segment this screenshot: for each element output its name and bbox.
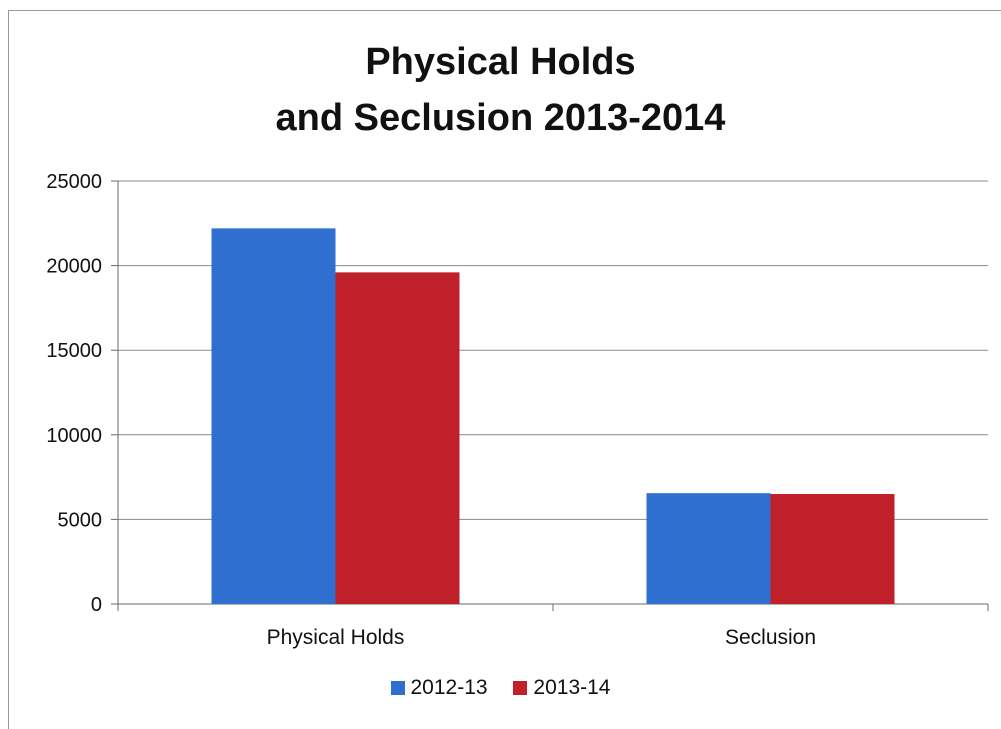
y-tick-label: 0 xyxy=(91,594,102,616)
legend-swatch-series-1 xyxy=(390,681,405,696)
legend-item-series-1: 2012-13 xyxy=(390,676,488,700)
x-tick-label: Physical Holds xyxy=(267,626,405,649)
y-tick-label: 5000 xyxy=(58,509,103,531)
bar xyxy=(770,494,895,604)
legend-swatch-series-2 xyxy=(513,681,528,696)
legend: 2012-13 2013-14 xyxy=(0,676,1001,700)
chart-title-line-2: and Seclusion 2013-2014 xyxy=(275,97,726,139)
bar xyxy=(211,228,336,604)
bar xyxy=(646,493,771,604)
y-tick-label: 20000 xyxy=(46,256,102,278)
frame-border-left xyxy=(8,10,9,729)
bar xyxy=(335,272,460,604)
x-tick-label: Seclusion xyxy=(725,626,816,649)
chart-title: Physical Holds and Seclusion 2013-2014 xyxy=(0,34,1001,146)
legend-label-series-2: 2013-14 xyxy=(533,676,611,700)
legend-label-series-1: 2012-13 xyxy=(410,676,488,700)
chart-title-line-1: Physical Holds xyxy=(365,41,636,83)
y-tick-label: 10000 xyxy=(46,425,102,447)
legend-item-series-2: 2013-14 xyxy=(513,676,611,700)
y-tick-label: 15000 xyxy=(46,340,102,362)
frame-border-top xyxy=(8,10,1001,11)
y-tick-label: 25000 xyxy=(46,171,102,193)
